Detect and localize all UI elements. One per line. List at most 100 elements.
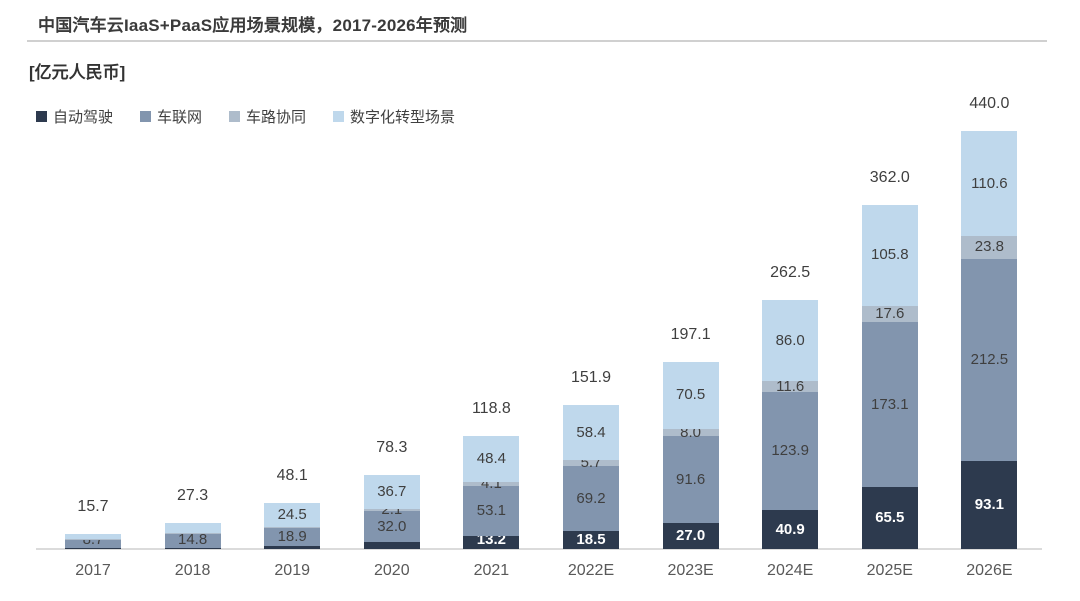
segment-value-label: 93.1 xyxy=(974,495,1004,513)
bar-segment xyxy=(363,509,420,512)
segment-value-label: 86.0 xyxy=(775,331,805,349)
segment-value-label: 105.8 xyxy=(871,246,909,264)
bar-segment xyxy=(762,381,819,393)
chart-title: 中国汽车云IaaS+PaaS应用场景规模，2017-2026年预测 xyxy=(38,16,468,35)
total-value-label: 362.0 xyxy=(869,169,910,187)
segment-value-label: 23.8 xyxy=(974,238,1004,256)
legend-item-label: 车联网 xyxy=(157,109,203,126)
segment-value-label: 36.7 xyxy=(377,483,407,501)
bar-segment xyxy=(861,486,918,549)
x-axis-tick-label: 2017 xyxy=(75,562,111,579)
bar-segment xyxy=(662,428,719,437)
total-value-label: 151.9 xyxy=(570,368,612,386)
bar-segment xyxy=(563,404,619,461)
bar-segment xyxy=(264,528,321,547)
bar-segment xyxy=(961,131,1018,237)
bar-segment xyxy=(363,474,420,510)
total-value-label: 440.0 xyxy=(969,95,1010,112)
bar-segment xyxy=(463,436,520,483)
segment-value-label: 32.0 xyxy=(377,517,407,535)
segment-value-label: 18.9 xyxy=(277,528,307,546)
legend-item: 车联网 xyxy=(140,106,202,127)
segment-value-label: 70.5 xyxy=(675,386,706,404)
bar-segment xyxy=(65,548,121,549)
legend-item-label: 数字化转型场景 xyxy=(350,109,456,126)
total-value-label: 48.1 xyxy=(276,467,308,485)
x-axis-tick-label: 2023E xyxy=(667,562,714,579)
segment-value-label: 53.1 xyxy=(476,502,506,520)
segment-value-label: 58.4 xyxy=(576,423,606,441)
total-value-label: 15.7 xyxy=(77,498,109,516)
total-value-label: 78.3 xyxy=(376,438,408,456)
bar-segment xyxy=(463,536,520,549)
legend-marker-icon xyxy=(36,111,47,122)
bar-segment xyxy=(762,510,819,549)
legend-item-label: 自动驾驶 xyxy=(53,109,114,126)
bar-segment xyxy=(363,511,420,542)
bar-segment xyxy=(662,436,719,524)
segment-value-label: 24.5 xyxy=(277,505,307,523)
bar-segment xyxy=(662,361,719,429)
bar-segment xyxy=(762,392,819,511)
legend: 自动驾驶 车联网 车路协同 数字化转型场景 xyxy=(36,106,455,127)
segment-value-label: 48.4 xyxy=(476,450,506,468)
bar-segment xyxy=(65,539,121,549)
legend-item-label: 车路协同 xyxy=(246,109,307,126)
bar-segment xyxy=(264,503,321,527)
legend-marker-icon xyxy=(333,111,345,122)
legend-item: 自动驾驶 xyxy=(36,106,113,127)
x-axis-tick-label: 2026E xyxy=(966,562,1013,579)
bar-segment xyxy=(563,531,619,549)
total-value-label: 262.5 xyxy=(770,263,811,281)
x-axis-tick-label: 2021 xyxy=(473,562,510,579)
bar-segment xyxy=(264,546,321,549)
bar-segment xyxy=(961,236,1018,259)
segment-value-label: 123.9 xyxy=(771,442,809,460)
x-axis-tick-label: 2020 xyxy=(374,562,410,579)
segment-value-label: 40.9 xyxy=(775,520,805,538)
bar-segment xyxy=(861,205,918,306)
bar-segment xyxy=(762,299,819,382)
total-value-label: 118.8 xyxy=(471,400,511,418)
x-axis-tick-label: 2022E xyxy=(567,562,615,579)
bar-segment xyxy=(164,547,221,549)
bar-segment xyxy=(563,465,619,532)
bar-segment xyxy=(264,526,321,529)
bar-segment xyxy=(463,482,520,486)
bar-segment xyxy=(363,541,420,549)
segment-value-label: 91.6 xyxy=(675,470,706,488)
bar-segment xyxy=(861,322,918,487)
total-value-label: 197.1 xyxy=(670,325,711,343)
legend-marker-icon xyxy=(229,111,241,122)
x-axis-line xyxy=(36,548,1042,550)
segment-value-label: 110.6 xyxy=(971,174,1008,192)
legend-item: 数字化转型场景 xyxy=(333,106,455,127)
x-axis-tick-label: 2018 xyxy=(174,562,211,579)
bar-segment xyxy=(662,523,719,549)
bar-segment xyxy=(961,258,1018,461)
legend-item: 车路协同 xyxy=(229,106,306,127)
segment-value-label: 173.1 xyxy=(871,395,909,413)
bar-segment xyxy=(164,533,221,548)
bar-segment xyxy=(164,532,221,534)
segment-value-label: 18.5 xyxy=(576,531,606,548)
x-axis-tick-label: 2024E xyxy=(767,562,814,579)
bar-segment xyxy=(961,460,1018,549)
x-axis-tick-label: 2019 xyxy=(274,562,310,579)
segment-value-label: 27.0 xyxy=(675,527,706,545)
title-divider xyxy=(27,40,1047,42)
segment-value-label: 212.5 xyxy=(970,350,1009,368)
bar-segment xyxy=(65,539,121,540)
legend-marker-icon xyxy=(140,111,152,122)
bar-segment xyxy=(65,534,121,540)
segment-value-label: 14.8 xyxy=(177,531,208,548)
bar-segment xyxy=(563,460,619,466)
bar-segment xyxy=(164,523,221,533)
segment-value-label: 17.6 xyxy=(875,304,905,322)
segment-value-label: 11.6 xyxy=(776,377,805,395)
segment-value-label: 69.2 xyxy=(576,489,606,507)
bar-segment xyxy=(861,305,918,323)
segment-value-label: 65.5 xyxy=(875,508,905,526)
